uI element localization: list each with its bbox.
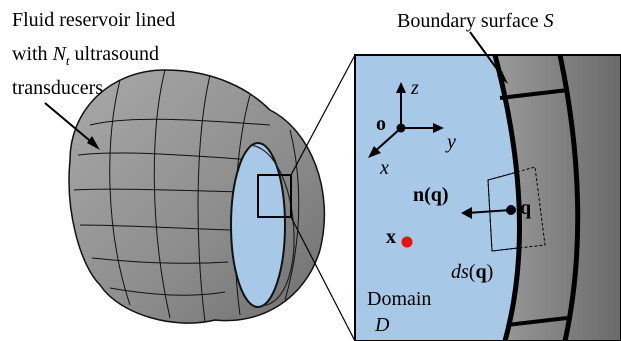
- domain-symbol: D: [375, 314, 390, 336]
- opening-rim: [249, 144, 295, 307]
- point-x-label: x: [386, 226, 396, 248]
- transducer-mesh: [73, 69, 300, 323]
- coordinate-axes: [368, 82, 444, 158]
- normal-label: n(q): [413, 184, 449, 206]
- point-q-dot: [506, 205, 516, 215]
- reservoir-opening: [230, 142, 286, 308]
- domain-label: Domain: [367, 288, 432, 310]
- axis-x-label: x: [380, 157, 389, 179]
- ds-label: ds(q): [451, 261, 494, 283]
- point-x-dot: [401, 236, 413, 248]
- zoom-source-box: [257, 174, 292, 218]
- origin-label: o: [376, 113, 386, 135]
- reservoir-label-line2: with Nt ultrasound: [12, 43, 159, 68]
- axis-z-label: z: [411, 77, 419, 99]
- surface-element: [487, 166, 546, 252]
- zoom-panel: [355, 55, 621, 341]
- reservoir-label-line3: transducers: [12, 77, 104, 99]
- boundary-label: Boundary surface S: [397, 10, 554, 32]
- reservoir-label-line1: Fluid reservoir lined: [12, 9, 176, 31]
- axis-y-label: y: [447, 131, 456, 153]
- point-q-label: q: [520, 197, 532, 219]
